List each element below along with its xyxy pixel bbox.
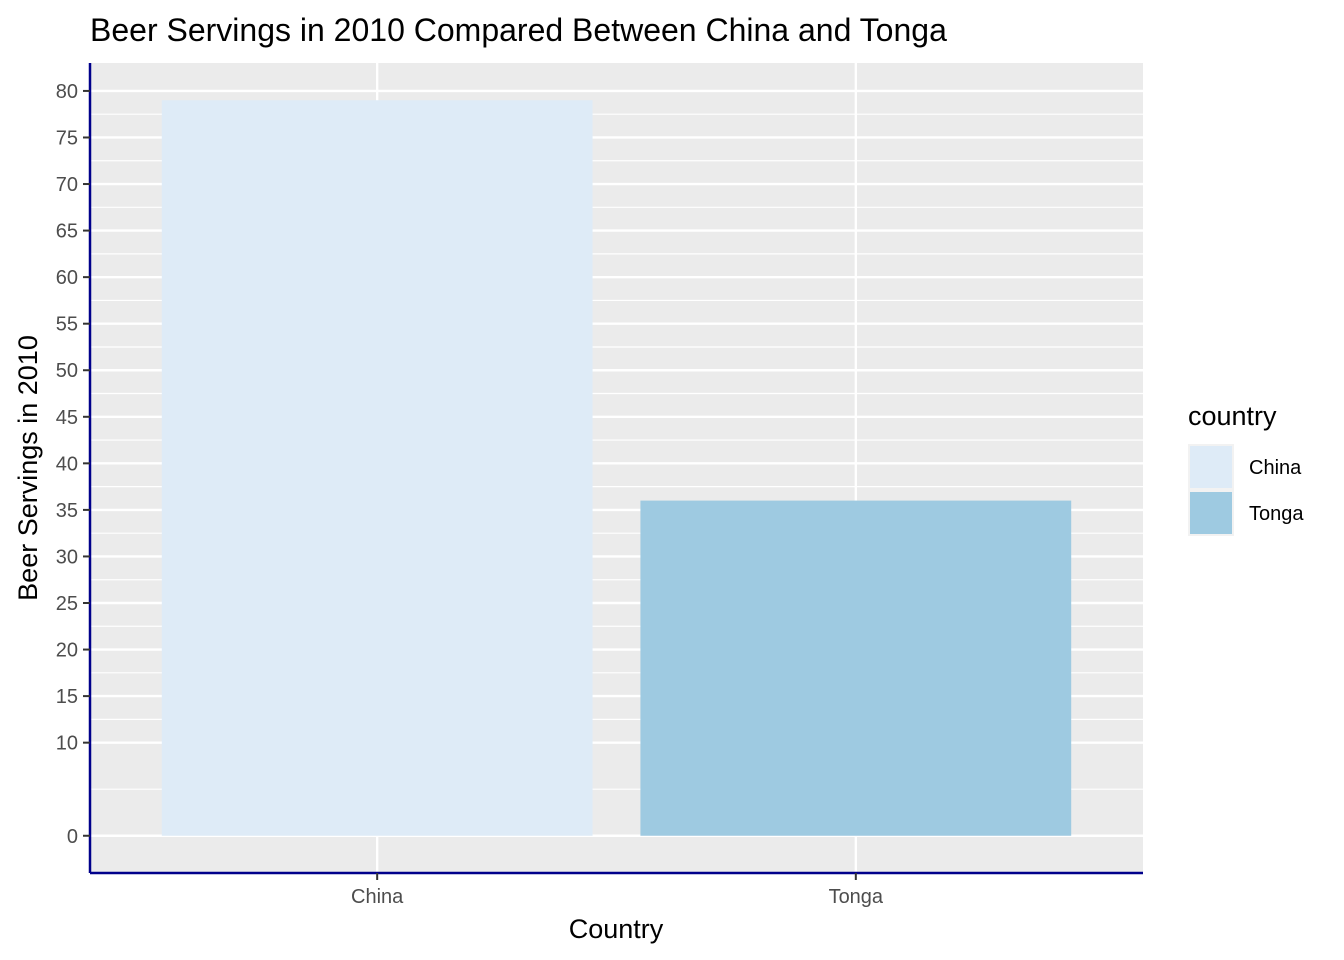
y-tick-label: 65	[56, 221, 78, 243]
legend-key-swatch	[1190, 446, 1232, 488]
legend-title: country	[1188, 401, 1277, 431]
y-tick-label: 30	[56, 546, 78, 568]
x-axis-ticks: China Tonga	[351, 873, 884, 908]
x-tick-label: China	[351, 886, 404, 908]
bar-tonga	[640, 500, 1072, 836]
y-tick-label: 40	[56, 453, 78, 475]
y-tick-label: 75	[56, 127, 78, 149]
y-tick-label: 35	[56, 500, 78, 522]
y-tick-label: 20	[56, 640, 78, 662]
y-axis-ticks: 0 10 15 20 25 30 35 40 45 50 55 60 65 70 75 80	[56, 81, 90, 848]
legend-entries: China Tonga	[1188, 444, 1304, 536]
y-tick-label: 55	[56, 314, 78, 336]
x-tick-label: Tonga	[829, 886, 884, 908]
bars	[161, 100, 1072, 836]
y-tick-label: 60	[56, 267, 78, 289]
y-tick-label: 45	[56, 407, 78, 429]
legend: country China Tonga	[1188, 401, 1304, 536]
legend-key-swatch	[1190, 492, 1232, 534]
y-tick-label: 25	[56, 593, 78, 615]
legend-label: China	[1249, 457, 1302, 479]
y-tick-label: 15	[56, 686, 78, 708]
y-axis-title: Beer Servings in 2010	[13, 335, 43, 601]
y-tick-label: 50	[56, 360, 78, 382]
legend-label: Tonga	[1249, 503, 1304, 525]
x-axis-title: Country	[569, 914, 664, 944]
y-tick-label: 10	[56, 733, 78, 755]
chart-title: Beer Servings in 2010 Compared Between C…	[90, 12, 947, 48]
y-tick-label: 80	[56, 81, 78, 103]
y-tick-label: 0	[67, 826, 78, 848]
bar-china	[161, 100, 593, 836]
y-tick-label: 70	[56, 174, 78, 196]
